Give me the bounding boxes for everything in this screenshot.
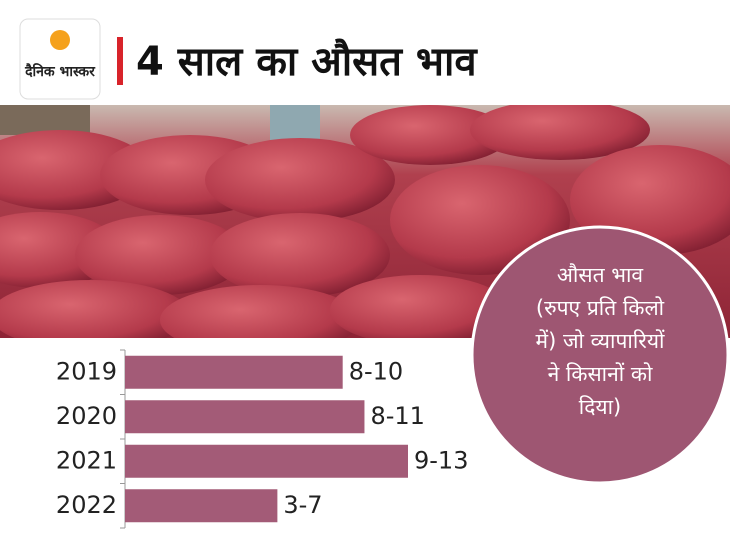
value-label: 8-10 bbox=[349, 357, 403, 385]
bar bbox=[125, 355, 343, 389]
value-label: 8-11 bbox=[370, 402, 424, 430]
title-bar bbox=[117, 37, 123, 85]
y-tick-label: 2021 bbox=[56, 446, 117, 474]
logo-box bbox=[19, 18, 101, 100]
annotation-bubble bbox=[470, 225, 730, 485]
logo-text: दैनिक भास्कर bbox=[24, 63, 96, 80]
annotation-text: औसत भाव bbox=[557, 263, 644, 287]
chart-title: 4 साल का औसत भाव bbox=[136, 38, 478, 85]
bar bbox=[125, 489, 278, 523]
value-label: 9-13 bbox=[414, 446, 468, 474]
y-tick-label: 2019 bbox=[56, 357, 117, 385]
y-tick-label: 2022 bbox=[56, 491, 117, 519]
logo-sun bbox=[50, 30, 70, 50]
annotation-text: दिया) bbox=[579, 395, 621, 419]
annotation-text: ने किसानों को bbox=[548, 362, 653, 386]
annotation-text: (रुपए प्रति किलो bbox=[536, 296, 665, 320]
annotation-text: में) जो व्यापारियों bbox=[536, 329, 665, 353]
bar bbox=[125, 444, 408, 478]
value-label: 3-7 bbox=[283, 491, 322, 519]
photo bbox=[0, 105, 730, 338]
y-tick-label: 2020 bbox=[56, 402, 117, 430]
bar bbox=[125, 400, 365, 434]
